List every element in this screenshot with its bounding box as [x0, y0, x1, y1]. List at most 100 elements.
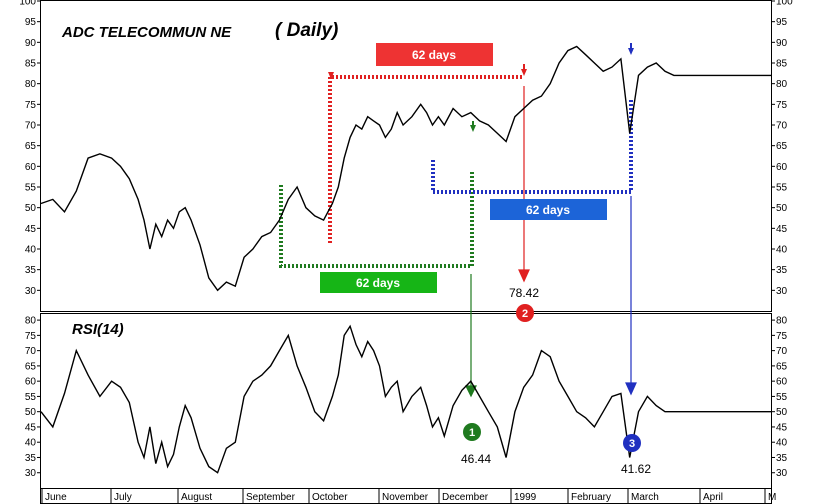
connector-green — [465, 274, 477, 398]
cycle-label-red: 62 days — [376, 43, 493, 66]
price-y-axis-right: 30 35 40 45 50 55 60 65 70 75 80 85 90 95 100 — [771, 0, 793, 297]
y-tick-label: 45 — [776, 224, 788, 235]
y-tick-label: 70 — [776, 346, 788, 357]
month-label: October — [312, 492, 348, 503]
rsi-series-line — [40, 324, 771, 474]
y-tick-label: 75 — [776, 331, 788, 342]
price-y-axis-left: 30 35 40 45 50 55 60 65 70 75 80 85 90 95 100 — [19, 0, 41, 297]
cycle-bracket-red — [328, 75, 522, 243]
y-tick-label: 90 — [25, 38, 37, 49]
y-tick-label: 30 — [776, 286, 788, 297]
y-tick-label: 100 — [776, 0, 793, 8]
y-tick-label: 65 — [776, 141, 788, 152]
y-tick-label: 65 — [25, 361, 37, 372]
month-label: February — [571, 492, 611, 503]
connector-blue — [625, 196, 637, 396]
y-tick-label: 50 — [776, 203, 788, 214]
y-tick-label: 30 — [25, 286, 37, 297]
svg-text:62 days: 62 days — [356, 276, 400, 290]
y-tick-label: 45 — [25, 224, 37, 235]
rsi-panel — [40, 313, 772, 489]
price-series-line — [40, 45, 771, 292]
month-label: March — [631, 492, 659, 503]
month-label: M — [768, 492, 776, 503]
y-tick-label: 70 — [25, 346, 37, 357]
y-tick-label: 80 — [25, 316, 37, 327]
y-tick-label: 50 — [25, 203, 37, 214]
month-label: August — [181, 492, 212, 503]
y-tick-label: 65 — [25, 141, 37, 152]
month-label: December — [442, 492, 489, 503]
y-tick-label: 75 — [776, 100, 788, 111]
y-tick-label: 40 — [776, 245, 788, 256]
y-tick-label: 40 — [776, 438, 788, 449]
y-tick-label: 80 — [776, 79, 788, 90]
y-tick-label: 50 — [776, 407, 788, 418]
y-tick-label: 75 — [25, 100, 37, 111]
svg-text:2: 2 — [522, 308, 528, 320]
rsi-chart-title: RSI(14) — [72, 321, 124, 338]
y-tick-label: 60 — [776, 377, 788, 388]
y-tick-label: 95 — [25, 17, 37, 28]
y-tick-label: 60 — [776, 162, 788, 173]
month-label: September — [246, 492, 296, 503]
y-tick-label: 35 — [776, 453, 788, 464]
arrow-down-blue-icon — [628, 43, 634, 55]
y-tick-label: 55 — [25, 392, 37, 403]
value-label-point-3: 41.62 — [621, 462, 651, 476]
month-label: July — [114, 492, 132, 503]
y-tick-label: 30 — [776, 468, 788, 479]
rsi-y-axis-right: 30 35 40 45 50 55 60 65 70 75 80 — [771, 316, 788, 479]
y-tick-label: 90 — [776, 38, 788, 49]
y-tick-label: 45 — [776, 422, 788, 433]
badge-point-3: 3 — [623, 434, 641, 452]
y-tick-label: 80 — [25, 79, 37, 90]
y-tick-label: 60 — [25, 377, 37, 388]
month-label: June — [45, 492, 67, 503]
y-tick-label: 40 — [25, 438, 37, 449]
value-label-point-1: 46.44 — [461, 452, 491, 466]
y-tick-label: 75 — [25, 331, 37, 342]
arrow-down-green-icon — [470, 121, 476, 132]
cycle-bracket-green — [279, 172, 474, 268]
y-tick-label: 70 — [25, 121, 37, 132]
y-tick-label: 85 — [25, 59, 37, 70]
y-tick-label: 85 — [776, 59, 788, 70]
price-chart-title: ADC TELECOMMUN NE — [61, 24, 232, 41]
y-tick-label: 35 — [25, 453, 37, 464]
y-tick-label: 45 — [25, 422, 37, 433]
badge-point-2: 2 — [516, 304, 534, 322]
rsi-y-axis-left: 30 35 40 45 50 55 60 65 70 75 80 — [25, 316, 41, 479]
y-tick-label: 30 — [25, 468, 37, 479]
month-label: November — [382, 492, 429, 503]
badge-point-1: 1 — [463, 423, 481, 441]
price-chart-subtitle: ( Daily) — [275, 20, 338, 41]
y-tick-label: 65 — [776, 361, 788, 372]
month-axis: June July August September October November De… — [41, 489, 776, 503]
y-tick-label: 35 — [25, 265, 37, 276]
y-tick-label: 50 — [25, 407, 37, 418]
y-tick-label: 100 — [19, 0, 36, 8]
y-tick-label: 35 — [776, 265, 788, 276]
month-label: 1999 — [514, 492, 537, 503]
y-tick-label: 55 — [25, 183, 37, 194]
value-label-point-2: 78.42 — [509, 286, 539, 300]
y-tick-label: 40 — [25, 245, 37, 256]
cycle-label-green: 62 days — [320, 272, 437, 293]
y-tick-label: 55 — [776, 392, 788, 403]
arrow-down-red-small-icon — [328, 72, 334, 79]
cycle-bracket-blue — [431, 100, 633, 194]
connector-red — [518, 86, 530, 283]
svg-text:62 days: 62 days — [526, 203, 570, 217]
cycle-label-blue: 62 days — [490, 199, 607, 220]
y-tick-label: 60 — [25, 162, 37, 173]
svg-text:1: 1 — [469, 427, 475, 439]
y-tick-label: 70 — [776, 121, 788, 132]
month-label: April — [703, 492, 723, 503]
svg-text:62 days: 62 days — [412, 48, 456, 62]
y-tick-label: 80 — [776, 316, 788, 327]
y-tick-label: 55 — [776, 183, 788, 194]
y-tick-label: 95 — [776, 17, 788, 28]
arrow-down-red-icon — [521, 64, 527, 76]
